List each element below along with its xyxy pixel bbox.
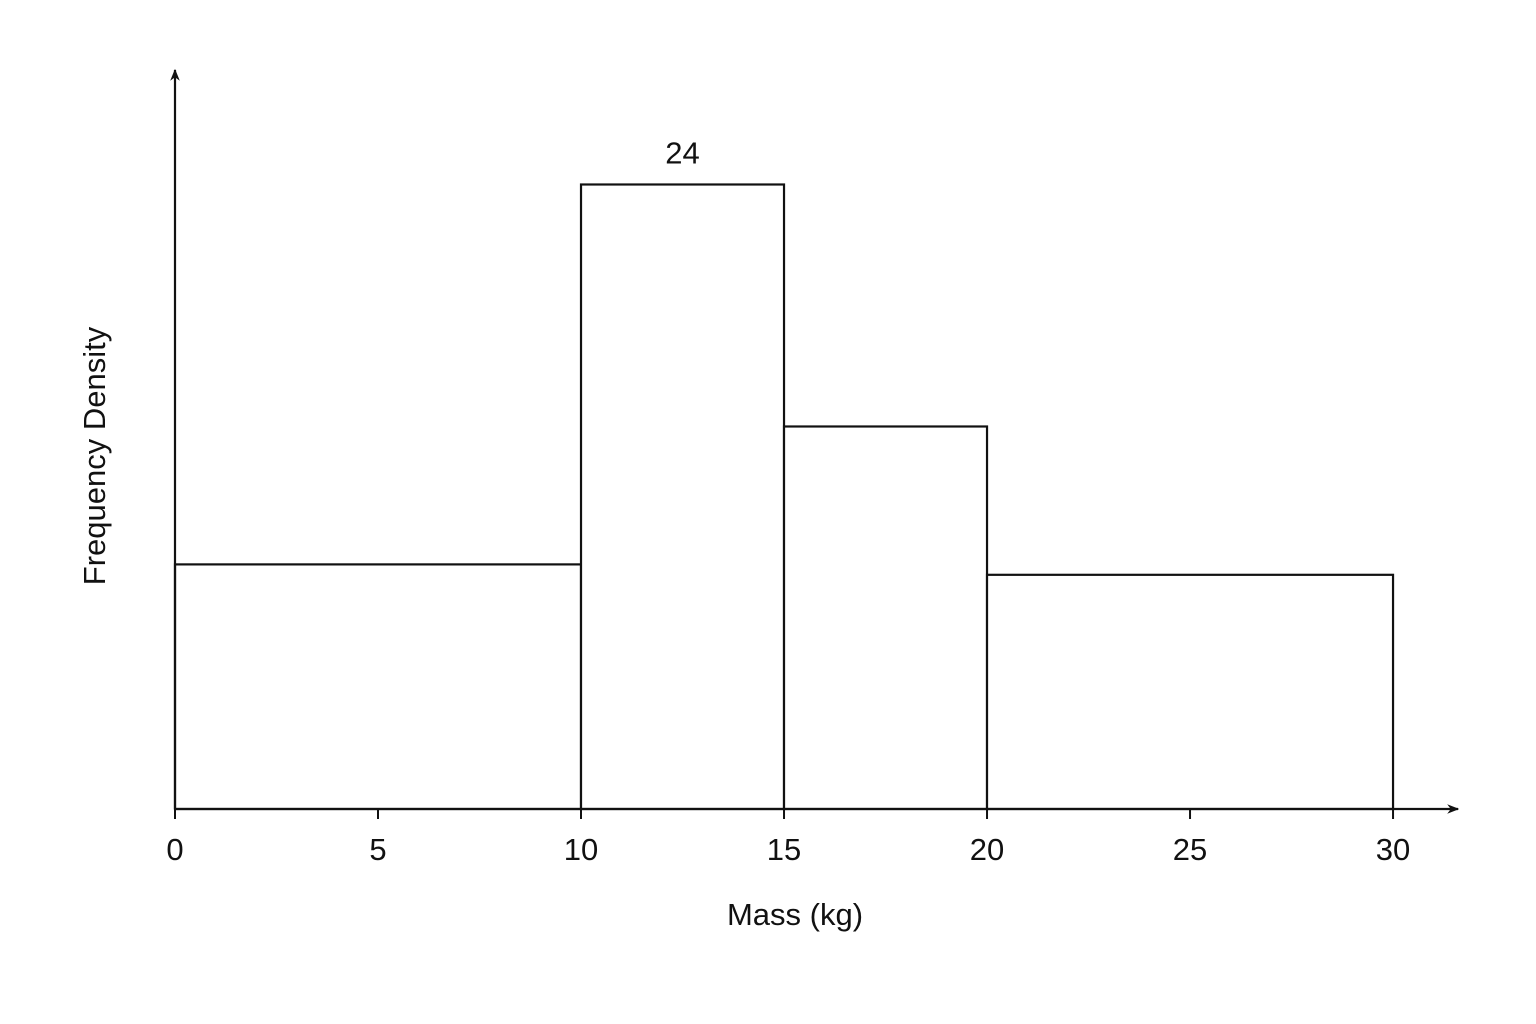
value-label: 24 [665,136,699,171]
x-tick-label: 10 [564,832,598,867]
bar [173,563,583,811]
x-tick-label: 25 [1173,832,1207,867]
bar [579,183,786,811]
x-axis-label: Mass (kg) [727,897,863,932]
y-axis-label: Frequency Density [77,326,112,585]
bar [985,573,1395,811]
x-tick-label: 15 [767,832,801,867]
x-tick-label: 30 [1376,832,1410,867]
x-tick-label: 0 [166,832,183,867]
x-tick-label: 20 [970,832,1004,867]
bar [782,425,989,811]
x-tick-label: 5 [369,832,386,867]
